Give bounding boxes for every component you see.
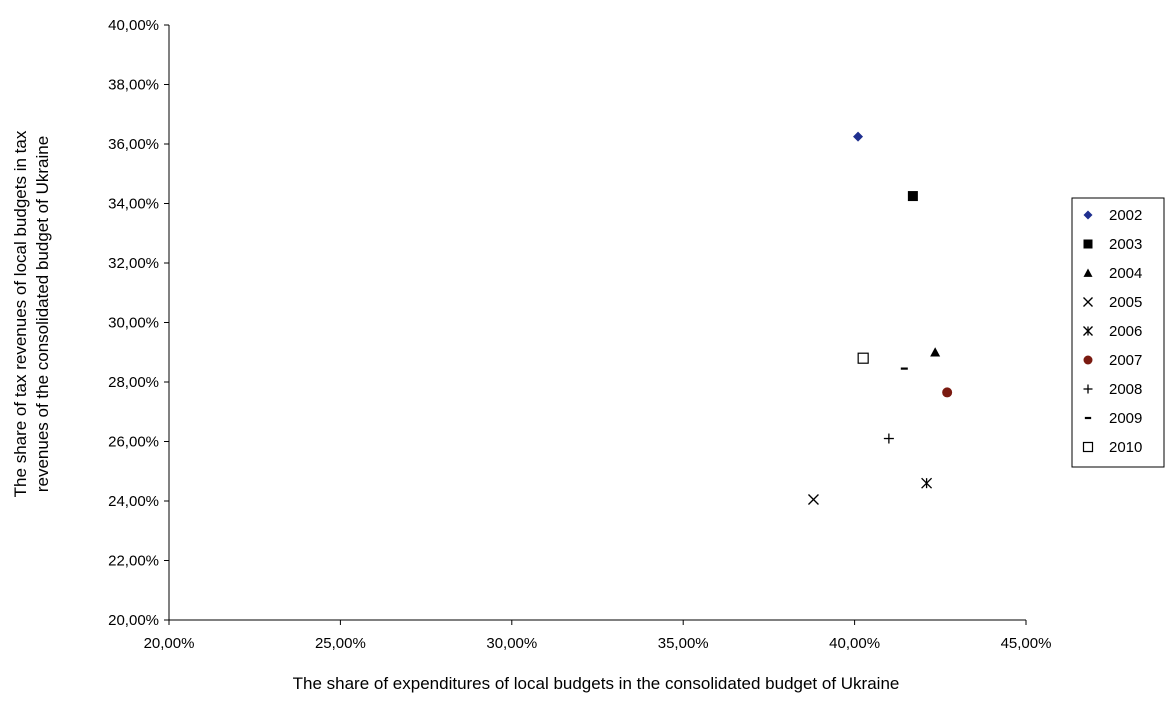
data-point-2002 (853, 131, 864, 142)
legend-marker-2005 (1083, 297, 1093, 307)
y-tick-label: 24,00% (108, 493, 159, 510)
data-points (808, 131, 953, 505)
y-tick-label: 32,00% (108, 255, 159, 272)
data-point-2003 (907, 191, 918, 202)
y-tick-label: 30,00% (108, 315, 159, 332)
legend-label-2002: 2002 (1109, 207, 1142, 224)
axes (164, 24, 1027, 625)
legend: 2002 2003 2004 2005 2006 2007 2008 2009 2010 (1071, 197, 1165, 468)
legend-label-2010: 2010 (1109, 439, 1142, 456)
legend-marker-2007 (1083, 355, 1093, 365)
legend-marker-2006 (1083, 326, 1093, 336)
legend-marker-2002 (1083, 210, 1093, 220)
y-tick-label: 20,00% (108, 612, 159, 629)
data-point-2008 (883, 433, 894, 444)
legend-label-2005: 2005 (1109, 294, 1142, 311)
y-axis-title-line-1: The share of tax revenues of local budge… (11, 130, 30, 497)
x-tick-label: 30,00% (486, 635, 537, 652)
legend-label-2007: 2007 (1109, 352, 1142, 369)
y-tick-label: 28,00% (108, 374, 159, 391)
legend-marker-2004 (1083, 268, 1093, 277)
legend-marker-2003 (1083, 239, 1093, 249)
legend-marker-2008 (1083, 384, 1093, 394)
data-point-2005 (808, 494, 819, 505)
data-point-2010 (857, 352, 869, 364)
y-tick-label: 38,00% (108, 77, 159, 94)
x-tick-label: 35,00% (658, 635, 709, 652)
y-tick-label: 36,00% (108, 136, 159, 153)
legend-label-2009: 2009 (1109, 410, 1142, 427)
data-point-2004 (930, 347, 941, 357)
legend-label-2003: 2003 (1109, 236, 1142, 253)
y-tick-label: 40,00% (108, 17, 159, 34)
x-tick-label: 40,00% (829, 635, 880, 652)
tick-labels: 20,00% 22,00% 24,00% 26,00% 28,00% 30,00% 32,0… (108, 17, 1051, 652)
x-tick-label: 20,00% (144, 635, 195, 652)
legend-marker-2010 (1082, 441, 1094, 453)
y-tick-label: 22,00% (108, 553, 159, 570)
y-tick-label: 26,00% (108, 434, 159, 451)
y-axis-title: The share of tax revenues of local budge… (11, 130, 52, 497)
legend-label-2006: 2006 (1109, 323, 1142, 340)
legend-label-2004: 2004 (1109, 265, 1142, 282)
y-axis-title-line-2: revenues of the consolidated budget of U… (33, 136, 52, 492)
data-point-2007 (942, 387, 953, 398)
legend-label-2008: 2008 (1109, 381, 1142, 398)
data-point-2006 (921, 477, 933, 489)
x-tick-label: 25,00% (315, 635, 366, 652)
x-axis-title: The share of expenditures of local budge… (293, 674, 900, 693)
y-tick-label: 34,00% (108, 196, 159, 213)
x-tick-label: 45,00% (1001, 635, 1052, 652)
